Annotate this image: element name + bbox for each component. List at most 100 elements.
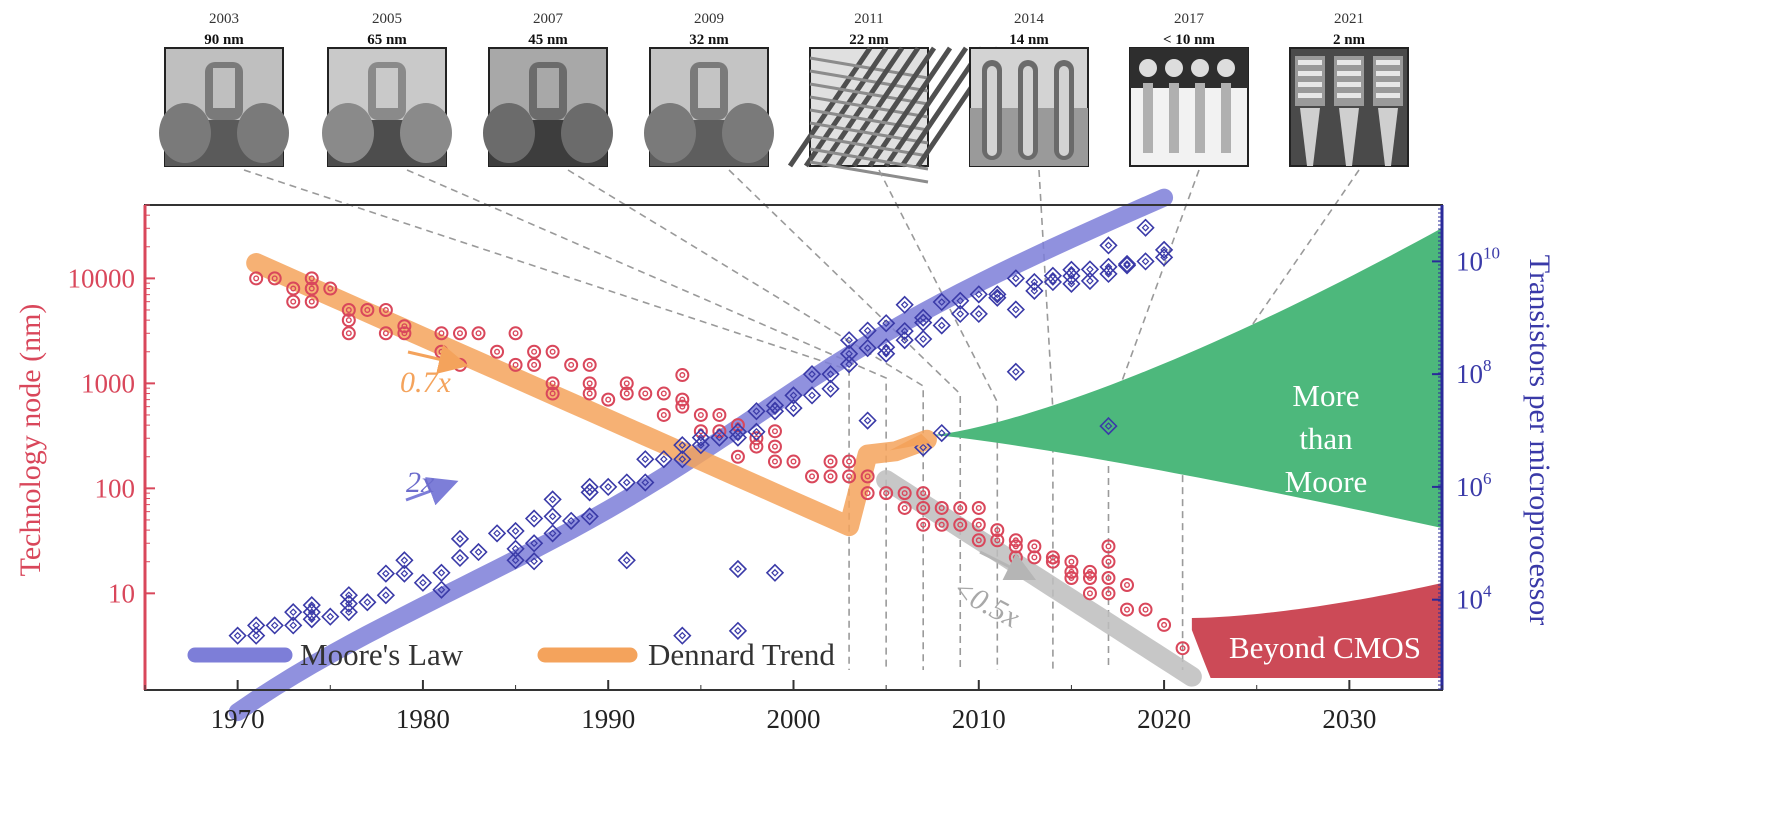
- node-point: [860, 469, 875, 484]
- node-point: [341, 302, 356, 317]
- transistor-point: [321, 607, 340, 626]
- dennard-rate-label: 0.7x: [400, 366, 452, 399]
- beyond-cmos-label: Beyond CMOS: [1229, 630, 1421, 665]
- connector-line: [728, 169, 962, 670]
- node-point: [767, 439, 782, 454]
- transistor-point: [376, 586, 396, 605]
- x-tick-label: 1990: [581, 704, 635, 734]
- moore-rate-arrow: [405, 477, 459, 506]
- transistor-point: [858, 411, 877, 430]
- transistor-point: [265, 616, 284, 635]
- more-than-moore-line: than: [1299, 421, 1353, 456]
- node-point: [341, 313, 356, 328]
- node-point: [545, 376, 560, 391]
- node-point: [286, 281, 301, 296]
- thumb-year-label: 2014: [1014, 11, 1045, 27]
- node-point: [582, 357, 597, 372]
- node-point: [1008, 539, 1023, 554]
- transistor-point: [951, 304, 970, 324]
- transistor-point: [562, 511, 581, 530]
- transistor-point: [247, 616, 266, 635]
- transistor-point: [728, 559, 748, 579]
- transistor-point: [1099, 416, 1118, 436]
- node-point: [971, 533, 986, 548]
- node-point: [953, 500, 968, 515]
- transistor-point: [543, 507, 562, 526]
- more-than-moore-label: More than Moore: [1285, 378, 1368, 499]
- node-point: [805, 469, 820, 484]
- transistor-point: [339, 594, 358, 613]
- transistor-point: [821, 365, 840, 384]
- node-point: [897, 500, 912, 515]
- thumb-year-label: 2003: [209, 11, 239, 27]
- node-point: [619, 386, 634, 401]
- transistor-point: [765, 396, 785, 415]
- left-tick-label: 1000: [81, 368, 135, 398]
- transistor-point: [543, 490, 562, 509]
- node-point: [1064, 554, 1079, 569]
- node-point: [360, 302, 375, 317]
- transistor-point: [747, 402, 766, 421]
- node-point: [971, 500, 986, 515]
- transistor-point: [1154, 240, 1174, 260]
- node-point: [619, 376, 634, 391]
- transistor-point: [895, 295, 914, 314]
- thumb-node-label: 90 nm: [204, 32, 244, 48]
- thumb-year-label: 2007: [533, 11, 564, 27]
- beyond-cmos-region: [1191, 583, 1442, 678]
- thumb-year-label: 2009: [694, 11, 724, 27]
- thumb-node-label: 65 nm: [367, 32, 407, 48]
- transistor-point: [1025, 272, 1044, 292]
- node-point: [860, 486, 875, 501]
- transistor-point: [839, 344, 859, 363]
- node-point: [823, 454, 838, 469]
- node-point: [508, 326, 523, 341]
- node-point: [1138, 602, 1153, 617]
- legend-label-moore: Moore's Law: [300, 637, 464, 672]
- transistor-point: [228, 626, 247, 645]
- transistor-point: [988, 285, 1007, 304]
- node-point: [1120, 578, 1135, 593]
- thumb-year-label: 2005: [372, 11, 402, 27]
- node-point: [1045, 554, 1060, 569]
- right-tick-exponent: 10: [1483, 243, 1500, 262]
- transistor-point: [395, 551, 414, 570]
- transistor-point: [487, 524, 507, 543]
- moore-rate-label: 2x: [406, 466, 435, 499]
- node-point: [638, 386, 653, 401]
- connector-line: [567, 169, 924, 670]
- node-point: [675, 392, 690, 407]
- technology-node-points: [249, 271, 1190, 656]
- left-tick-label: 10000: [68, 263, 136, 293]
- transistor-point: [728, 621, 748, 640]
- node-point: [916, 517, 931, 532]
- micrograph-2011: 2011 22 nm: [787, 11, 1001, 184]
- transistor-point: [580, 483, 599, 502]
- transistor-point: [969, 285, 988, 304]
- micrograph-2007: 2007 45 nm: [483, 11, 613, 167]
- post-dennard-band: [876, 470, 1202, 687]
- transistor-point: [654, 450, 673, 469]
- node-point: [879, 486, 894, 501]
- node-point: [934, 500, 949, 515]
- transistor-point: [1117, 254, 1137, 274]
- transistor-point: [821, 379, 840, 398]
- transistor-point: [1136, 252, 1155, 271]
- post-dennard-rate-arrow: [979, 550, 1037, 581]
- node-point: [1101, 554, 1116, 569]
- transistor-point: [1025, 281, 1044, 300]
- node-point: [304, 281, 319, 296]
- transistor-point: [1006, 300, 1025, 319]
- legend: Moore's Law Dennard Trend: [187, 637, 835, 672]
- transistor-point: [506, 521, 525, 541]
- transistor-point: [599, 477, 618, 497]
- transistor-point: [580, 477, 599, 497]
- node-point: [527, 344, 542, 359]
- node-point: [767, 424, 782, 439]
- x-tick-label: 2010: [952, 704, 1006, 734]
- node-point: [323, 281, 338, 296]
- transistor-point: [858, 338, 877, 358]
- node-point: [490, 344, 505, 359]
- left-tick-label: 10: [108, 578, 135, 608]
- node-point: [1082, 586, 1097, 601]
